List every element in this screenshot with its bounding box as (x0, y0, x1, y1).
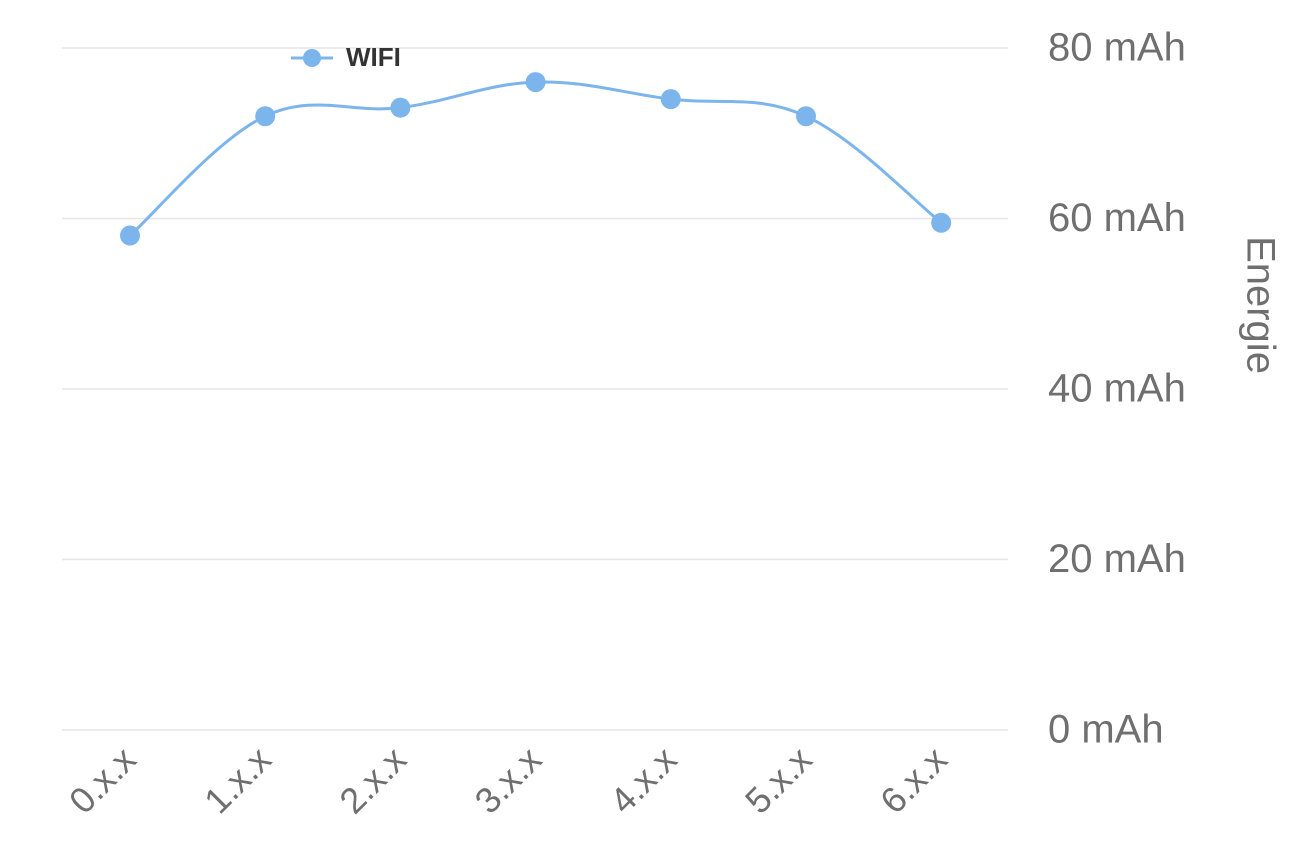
y-axis-title: Energie (1238, 236, 1282, 374)
legend-label: WIFI (346, 42, 401, 72)
y-tick-label: 40 mAh (1048, 367, 1186, 411)
legend-marker-icon (303, 49, 321, 67)
x-tick-label: 6.x.x (872, 739, 955, 822)
x-tick-label: 4.x.x (602, 739, 685, 822)
data-point-6.x.x[interactable] (931, 212, 952, 233)
data-point-0.x.x[interactable] (120, 225, 140, 246)
x-tick-label: 2.x.x (331, 739, 414, 822)
data-point-3.x.x[interactable] (525, 72, 546, 93)
legend[interactable]: WIFI (291, 42, 401, 72)
series-layer (120, 72, 952, 246)
y-tick-label: 20 mAh (1048, 537, 1186, 581)
x-tick-label: 3.x.x (467, 739, 550, 822)
data-point-4.x.x[interactable] (660, 89, 681, 110)
data-point-1.x.x[interactable] (255, 106, 276, 127)
data-point-5.x.x[interactable] (796, 106, 816, 127)
x-axis-ticks: 0.x.x 1.x.x 2.x.x 3.x.x 4.x.x 5.x.x 6.x.x (61, 739, 955, 822)
x-tick-label: 5.x.x (737, 739, 820, 822)
series-line-wifi (128, 80, 943, 238)
legend-item[interactable]: WIFI (291, 42, 401, 72)
data-point-2.x.x[interactable] (390, 97, 411, 118)
y-tick-label: 0 mAh (1048, 708, 1164, 752)
x-tick-label: 0.x.x (61, 739, 144, 822)
x-tick-label: 1.x.x (196, 739, 279, 822)
y-axis-ticks: 0 mAh 20 mAh 40 mAh 60 mAh 80 mAh (1048, 26, 1186, 752)
y-tick-label: 80 mAh (1048, 26, 1186, 70)
y-tick-label: 60 mAh (1048, 196, 1186, 240)
gridlines (62, 47, 1008, 731)
